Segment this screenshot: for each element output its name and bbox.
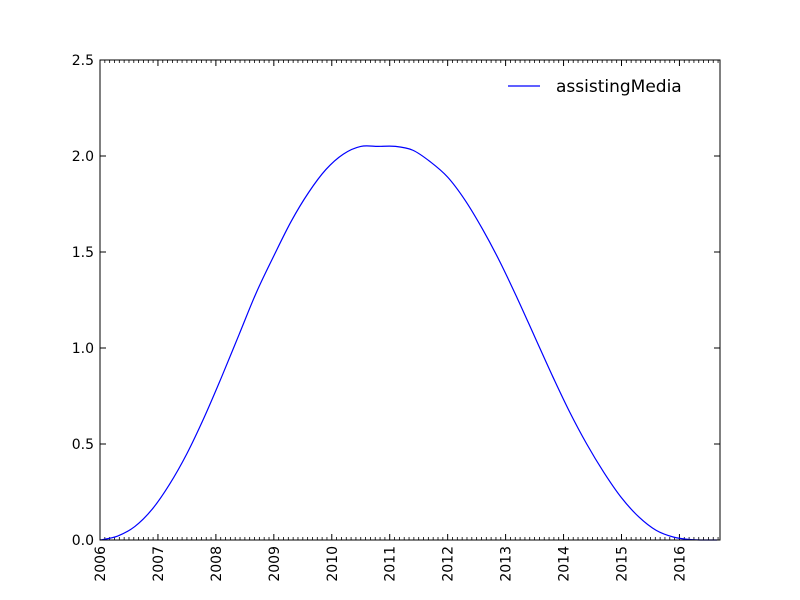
- x-tick-label: 2007: [151, 546, 167, 582]
- x-tick-label: 2009: [267, 546, 283, 582]
- y-tick-label: 0.5: [72, 437, 94, 453]
- series-line-assistingMedia: [99, 145, 718, 541]
- y-tick-label: 1.0: [72, 341, 94, 357]
- plot-frame: [99, 59, 721, 541]
- x-tick-label: 2013: [499, 546, 515, 582]
- legend-label: assistingMedia: [556, 77, 682, 97]
- y-tick-label: 0.0: [72, 533, 94, 549]
- x-tick-label: 2011: [383, 546, 399, 582]
- legend: assistingMedia: [508, 77, 682, 97]
- x-tick-label: 2010: [325, 546, 341, 582]
- x-axis: 2006 2007 2008 2009 2010 2011 2012 2013 2014 2015…: [93, 60, 688, 582]
- series-layer: [99, 145, 718, 541]
- y-tick-label: 2.5: [72, 53, 94, 69]
- plot-area: [100, 60, 720, 540]
- x-tick-label: 2012: [441, 546, 457, 582]
- x-tick-label: 2008: [209, 546, 225, 582]
- x-tick-label: 2016: [672, 546, 688, 582]
- x-tick-label: 2015: [614, 546, 630, 582]
- y-tick-label: 1.5: [72, 245, 94, 261]
- x-tick-label: 2006: [93, 546, 109, 582]
- y-axis: 0.0 0.5 1.0 1.5 2.0 2.5: [72, 53, 720, 549]
- x-tick-label: 2014: [557, 546, 573, 582]
- y-tick-label: 2.0: [72, 149, 94, 165]
